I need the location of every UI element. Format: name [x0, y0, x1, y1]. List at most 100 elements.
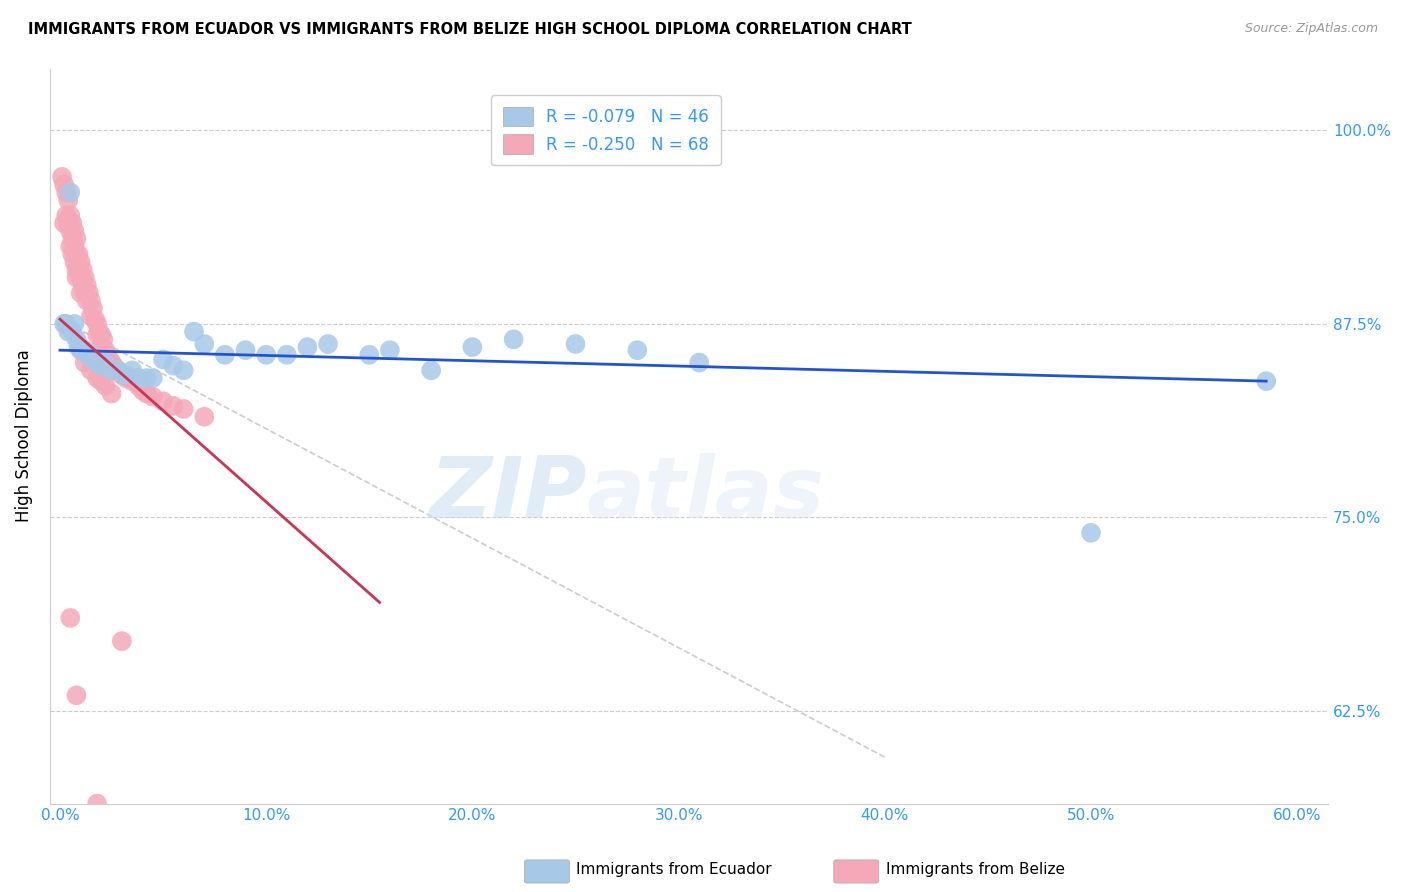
Point [59, 216, 82, 230]
Point [111, 368, 134, 382]
Point [67, 247, 90, 261]
Point [91, 332, 114, 346]
Text: atlas: atlas [586, 453, 825, 536]
Point [67, 262, 90, 277]
Point [107, 363, 129, 377]
Point [235, 343, 257, 358]
Point [76, 278, 98, 293]
Point [100, 355, 122, 369]
Point [76, 293, 98, 308]
Point [63, 239, 86, 253]
Point [60, 325, 83, 339]
Point [60, 216, 83, 230]
Point [59, 224, 82, 238]
Point [94, 378, 117, 392]
Text: IMMIGRANTS FROM ECUADOR VS IMMIGRANTS FROM BELIZE HIGH SCHOOL DIPLOMA CORRELATIO: IMMIGRANTS FROM ECUADOR VS IMMIGRANTS FR… [28, 22, 912, 37]
Point [73, 355, 96, 369]
Point [152, 352, 174, 367]
Point [65, 270, 87, 285]
Point [502, 332, 524, 346]
Point [90, 359, 112, 373]
Point [107, 363, 129, 377]
Point [65, 688, 87, 702]
Point [86, 355, 108, 369]
Point [1080, 525, 1102, 540]
Point [152, 394, 174, 409]
Point [89, 325, 111, 339]
Point [86, 797, 108, 811]
Point [76, 348, 98, 362]
Point [626, 343, 648, 358]
Point [53, 317, 76, 331]
Point [63, 317, 86, 331]
Point [86, 317, 108, 331]
Point [100, 363, 122, 377]
Point [65, 332, 87, 346]
Point [90, 374, 112, 388]
Point [59, 209, 82, 223]
Text: Immigrants from Belize: Immigrants from Belize [886, 863, 1064, 877]
Point [142, 390, 165, 404]
Point [254, 348, 277, 362]
Point [60, 247, 83, 261]
Point [135, 371, 157, 385]
Point [86, 371, 108, 385]
Point [688, 355, 710, 369]
Point [121, 374, 143, 388]
Point [100, 386, 122, 401]
Point [162, 359, 184, 373]
Y-axis label: High School Diploma: High School Diploma [15, 350, 32, 523]
Point [162, 399, 184, 413]
Point [63, 224, 86, 238]
Point [67, 340, 90, 354]
Point [65, 262, 87, 277]
Text: ZIP: ZIP [429, 453, 586, 536]
Point [58, 193, 80, 207]
Point [193, 337, 215, 351]
Point [131, 384, 153, 398]
Point [86, 327, 108, 342]
Point [94, 355, 117, 369]
Point [73, 270, 96, 285]
Point [58, 216, 80, 230]
Point [82, 352, 104, 367]
Point [121, 363, 143, 377]
Point [55, 209, 77, 223]
Point [359, 348, 381, 362]
Point [53, 216, 76, 230]
Text: Immigrants from Ecuador: Immigrants from Ecuador [576, 863, 772, 877]
Point [90, 327, 112, 342]
Point [55, 317, 77, 331]
Point [69, 343, 91, 358]
Point [115, 371, 138, 385]
Point [72, 343, 94, 358]
Point [94, 343, 117, 358]
Point [77, 285, 100, 300]
Point [297, 340, 319, 354]
Point [72, 262, 94, 277]
Point [98, 352, 121, 367]
Point [103, 359, 125, 373]
Text: Source: ZipAtlas.com: Source: ZipAtlas.com [1244, 22, 1378, 36]
Point [80, 363, 103, 377]
Point [69, 255, 91, 269]
Point [80, 348, 103, 362]
Point [69, 340, 91, 354]
Point [73, 285, 96, 300]
Point [111, 367, 134, 381]
Point [82, 301, 104, 316]
Point [173, 402, 195, 417]
Point [461, 340, 484, 354]
Point [173, 363, 195, 377]
Point [111, 634, 134, 648]
Point [60, 232, 83, 246]
Point [69, 285, 91, 300]
Point [96, 348, 118, 362]
Point [53, 178, 76, 192]
Point [127, 371, 149, 385]
Point [90, 340, 112, 354]
Point [51, 169, 73, 184]
Point [63, 255, 86, 269]
Point [564, 337, 586, 351]
Point [135, 386, 157, 401]
